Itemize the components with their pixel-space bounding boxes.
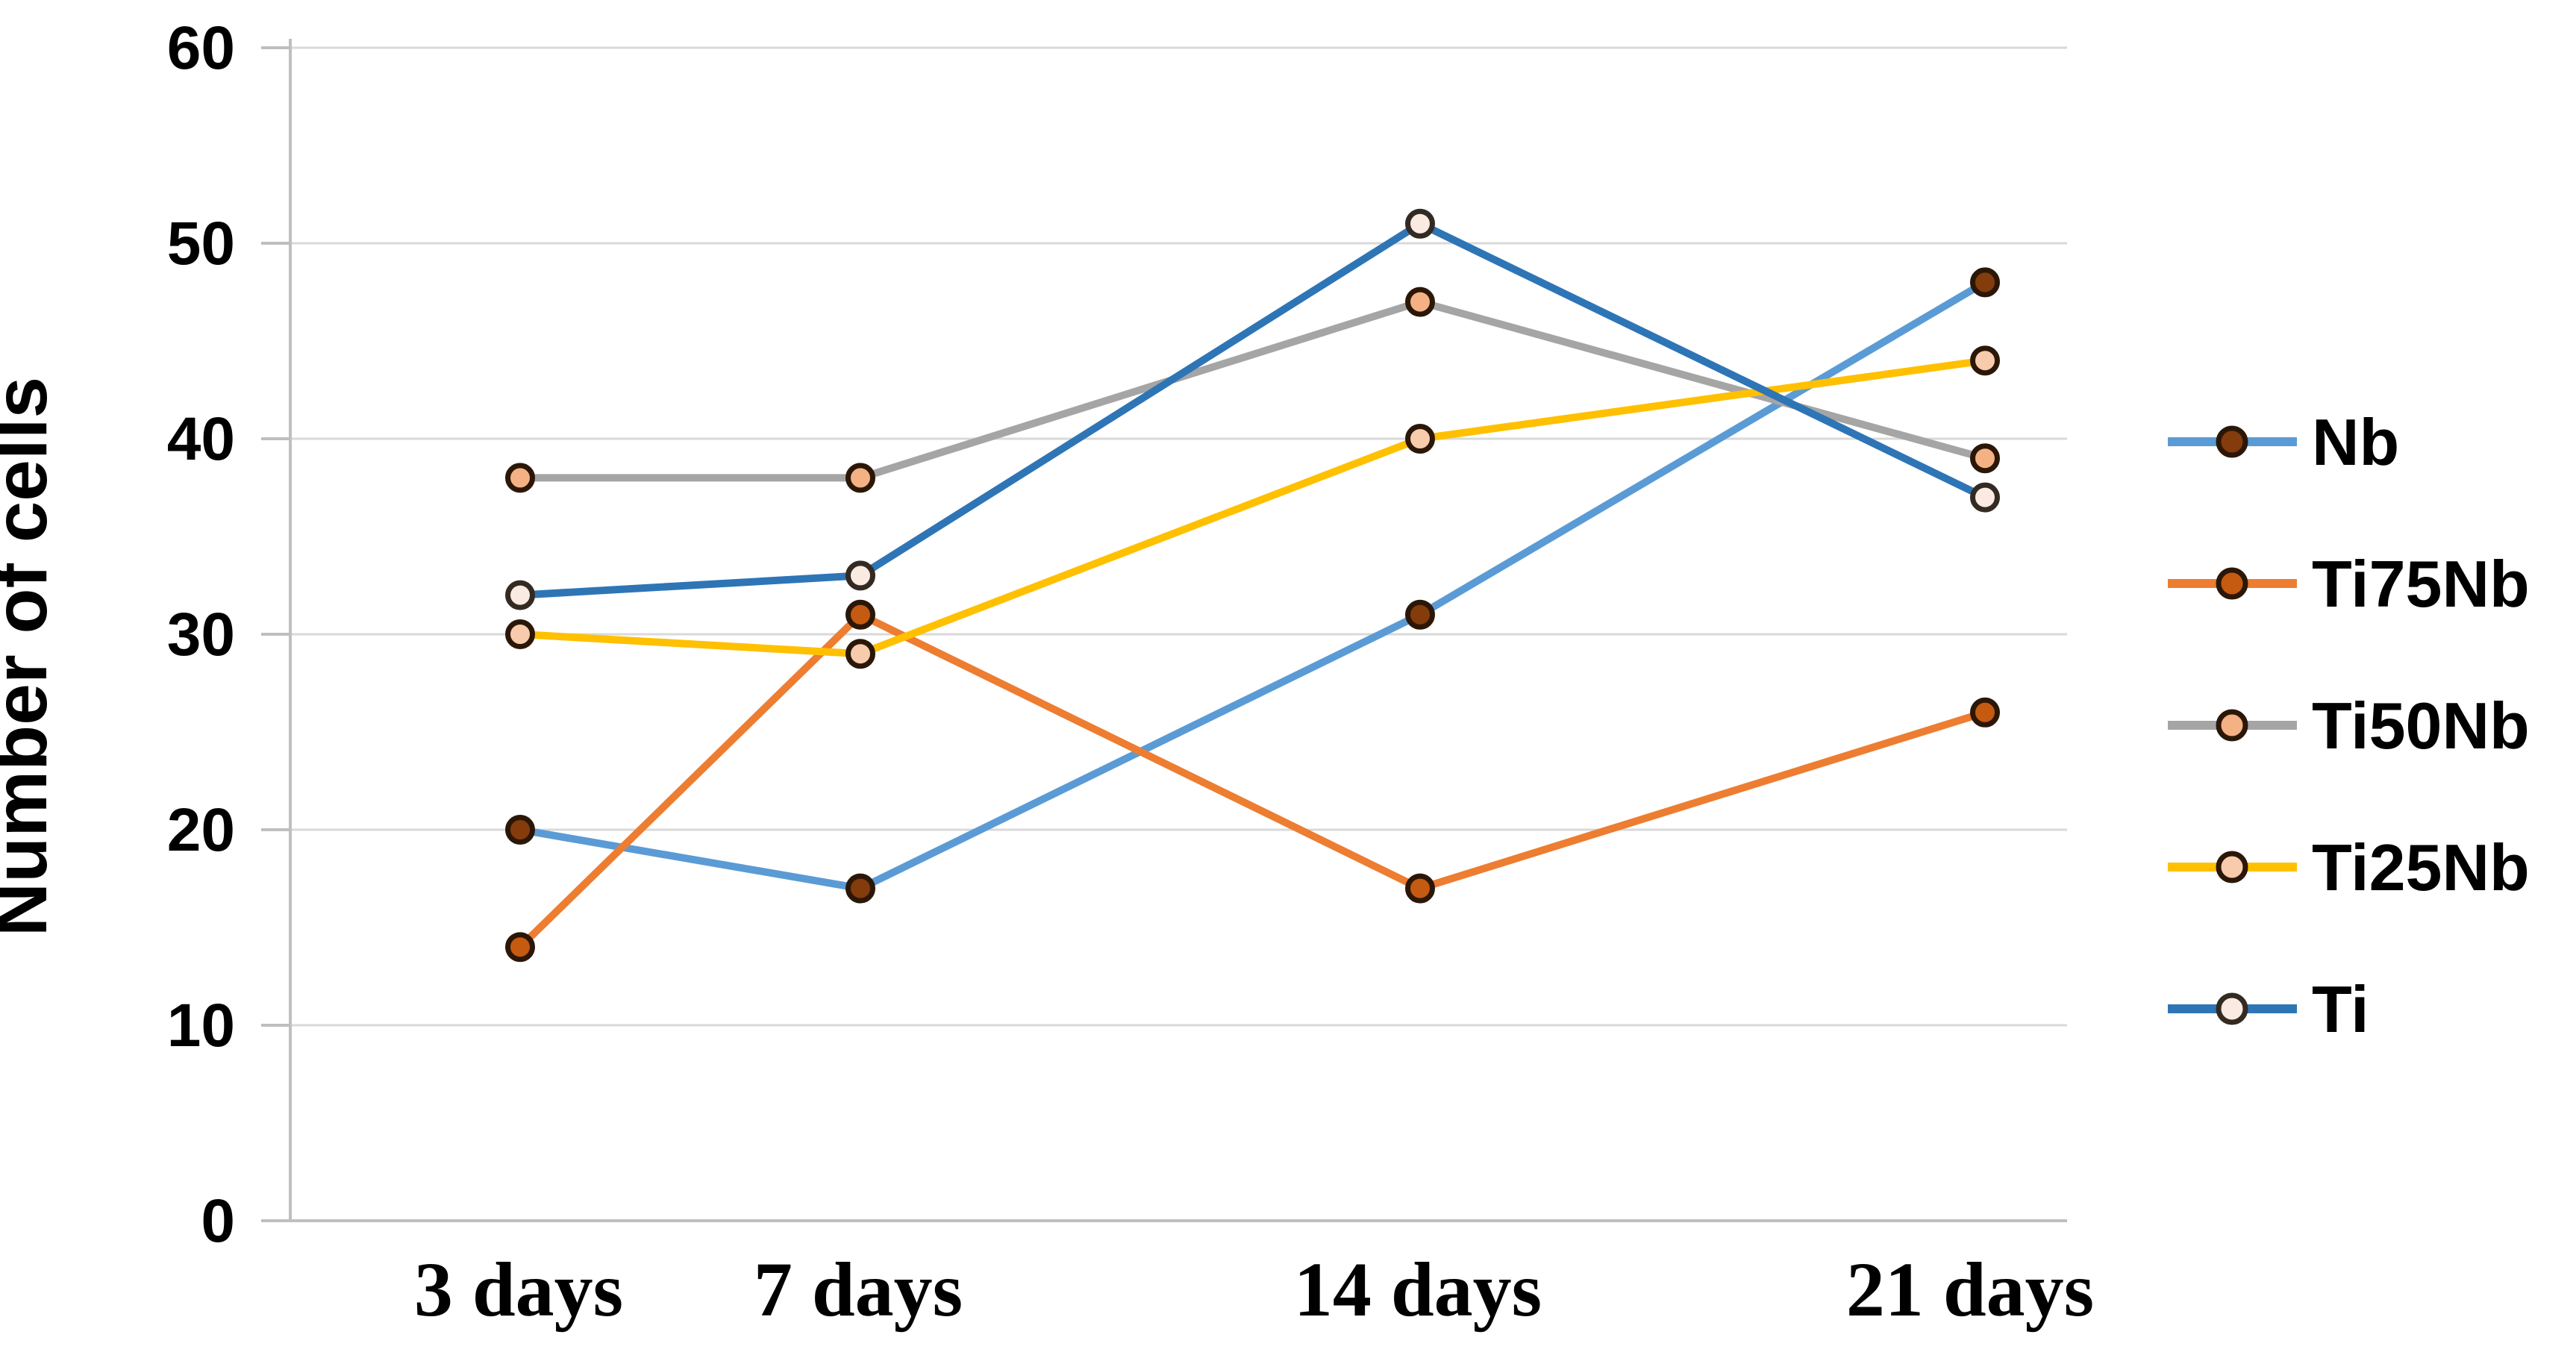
- legend-marker: [2216, 851, 2248, 883]
- data-point-ti50nb: [1405, 287, 1435, 317]
- y-tick-label: 20: [167, 796, 235, 864]
- x-axis-label: 21 days: [1846, 1247, 2094, 1333]
- data-point-ti25nb: [505, 619, 535, 649]
- legend-marker: [2216, 567, 2248, 600]
- legend-item-ti75nb: Ti75Nb: [2168, 547, 2530, 621]
- data-point-ti25nb: [1405, 424, 1435, 454]
- data-point-nb: [505, 815, 535, 845]
- data-point-ti25nb: [1970, 345, 2000, 376]
- data-point-ti: [1970, 482, 2000, 513]
- y-tick-label: 30: [167, 601, 235, 669]
- data-point-nb: [1405, 599, 1435, 630]
- data-point-nb: [1970, 267, 2000, 298]
- data-point-ti75nb: [505, 932, 535, 963]
- data-point-ti50nb: [505, 463, 535, 493]
- legend-item-ti: Ti: [2168, 972, 2369, 1046]
- y-tick-label: 60: [167, 14, 235, 82]
- legend-marker: [2216, 425, 2248, 458]
- legend-item-ti50nb: Ti50Nb: [2168, 689, 2530, 763]
- legend-marker: [2216, 992, 2248, 1025]
- y-tick-label: 50: [167, 210, 235, 278]
- series-line-ti25nb: [516, 357, 1989, 658]
- legend-marker: [2216, 709, 2248, 742]
- legend-item-nb: Nb: [2168, 405, 2399, 479]
- series-line-ti: [516, 219, 1989, 599]
- x-axis-label: 7 days: [754, 1247, 963, 1333]
- data-point-ti75nb: [1970, 697, 2000, 728]
- legend-label: Ti50Nb: [2312, 689, 2530, 763]
- data-point-ti50nb: [1970, 443, 2000, 474]
- legend-label: Ti: [2312, 972, 2369, 1046]
- legend-label: Ti25Nb: [2312, 830, 2530, 904]
- data-point-ti25nb: [845, 639, 875, 669]
- legend-label: Nb: [2312, 405, 2399, 479]
- x-axis-label: 3 days: [414, 1247, 623, 1333]
- y-axis-title: Number of cells: [0, 377, 63, 936]
- y-tick-label: 40: [167, 405, 235, 473]
- legend-item-ti25nb: Ti25Nb: [2168, 830, 2530, 904]
- data-point-ti: [845, 560, 875, 591]
- axes-group: [261, 39, 2067, 1222]
- data-point-ti: [1405, 208, 1435, 239]
- data-point-ti75nb: [1405, 873, 1435, 904]
- gridlines-group: [290, 46, 2067, 1222]
- y-tick-label: 0: [201, 1187, 235, 1255]
- series-line-ti75nb: [516, 610, 1989, 951]
- data-point-ti50nb: [845, 463, 875, 493]
- legend-label: Ti75Nb: [2312, 547, 2530, 621]
- x-axis-label: 14 days: [1294, 1247, 1542, 1333]
- series-line-ti50nb: [516, 298, 1989, 482]
- axis-labels-group: 0 10 20 30 40 50 60 3 days 7 days 14 days 21 days: [167, 14, 2094, 1333]
- data-point-ti75nb: [845, 599, 875, 630]
- data-point-nb: [845, 873, 875, 904]
- series-group: [505, 208, 2000, 963]
- y-tick-label: 10: [167, 992, 235, 1060]
- legend-group: Nb Ti75Nb Ti50Nb Ti25Nb Ti: [2168, 405, 2530, 1046]
- data-point-ti: [505, 580, 535, 610]
